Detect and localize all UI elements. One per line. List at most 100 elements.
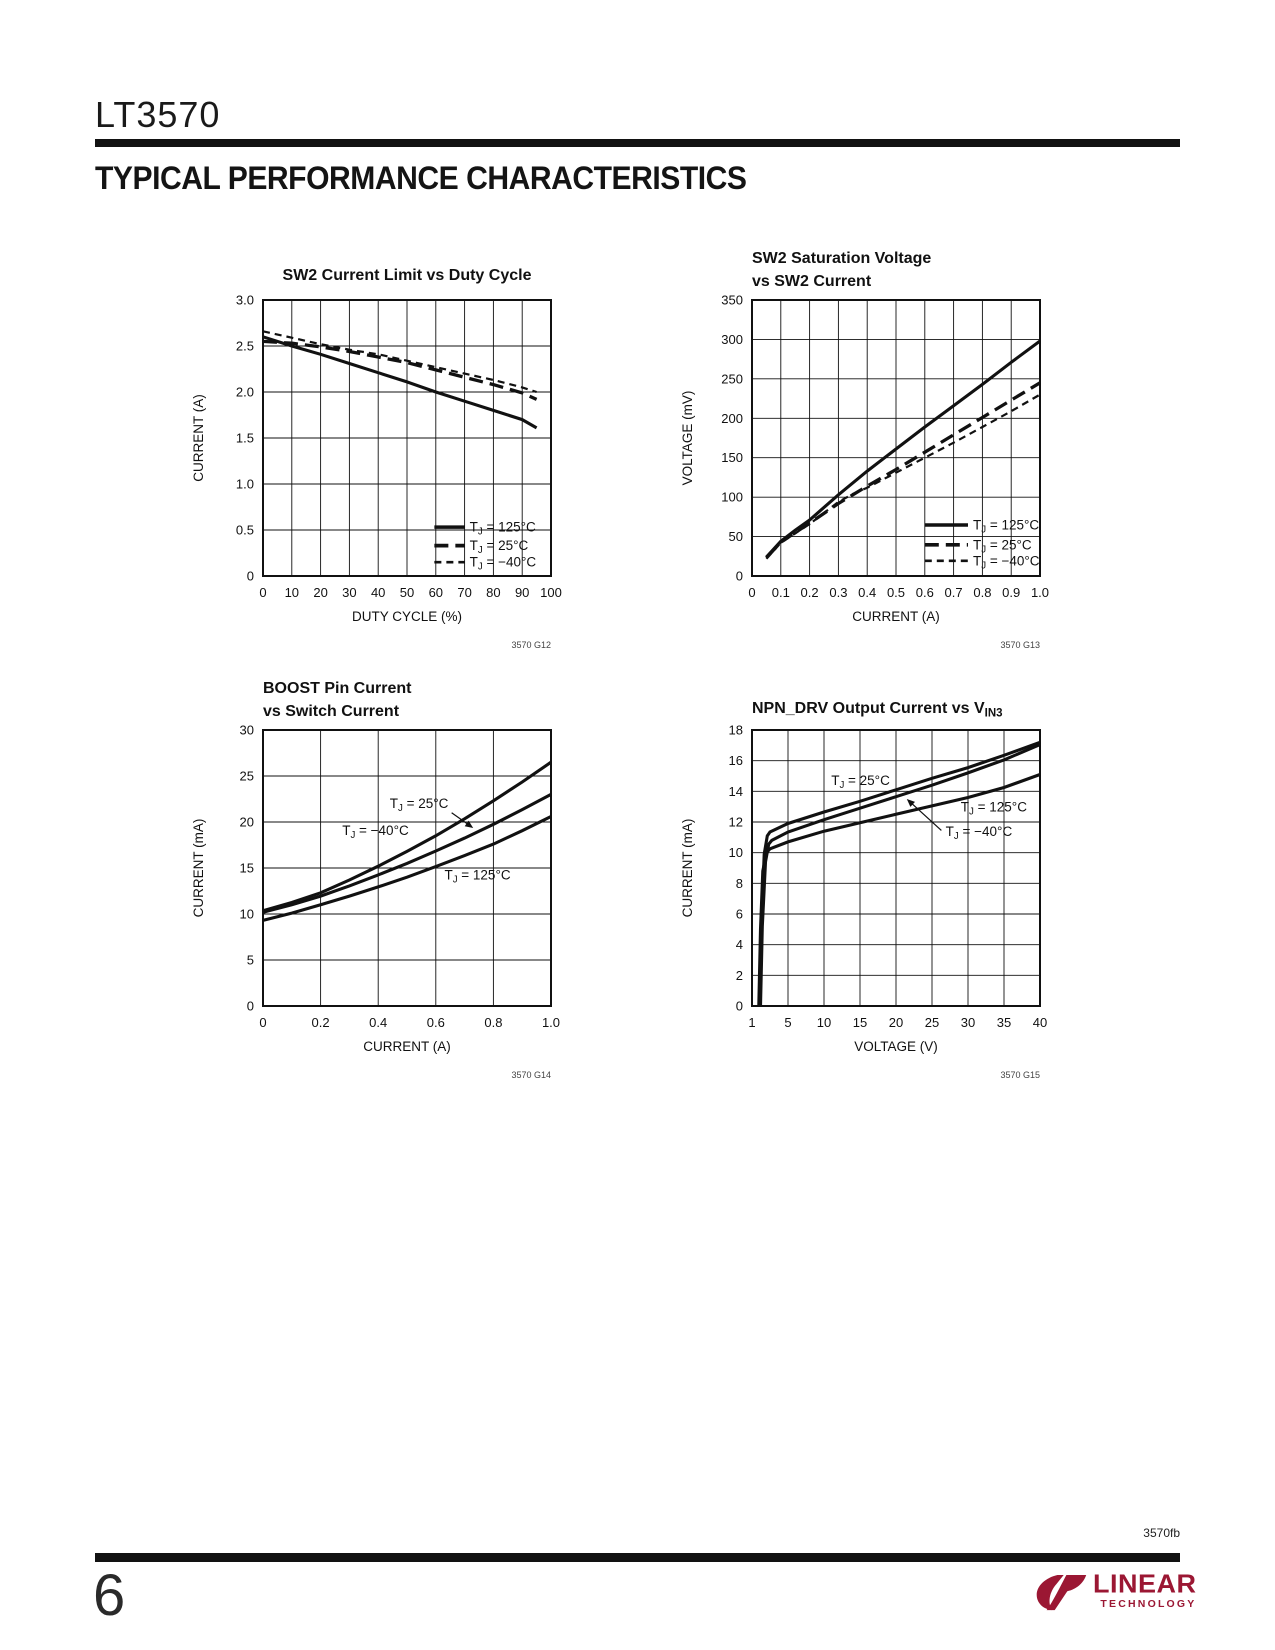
chart-sw2-current-limit-vs-duty-cycle: 0 10 20 30 40 50 60 70 80 90 100 0 0.5 1.0 1.5 2.0 2.5 3.…	[183, 238, 578, 668]
svg-text:10: 10	[817, 1015, 831, 1030]
series-line	[262, 760, 552, 913]
gridlines	[752, 730, 1040, 1006]
svg-text:0.6: 0.6	[916, 585, 934, 600]
svg-text:16: 16	[729, 753, 743, 768]
section-title: TYPICAL PERFORMANCE CHARACTERISTICS	[95, 160, 747, 196]
arrowhead	[464, 820, 474, 828]
svg-text:TJ = 25°C: TJ = 25°C	[390, 796, 449, 814]
annotation: TJ = −40°C	[906, 799, 1013, 842]
series-line	[765, 381, 1041, 560]
series-line	[758, 743, 1041, 1007]
header-rule	[95, 139, 1180, 147]
svg-text:10: 10	[285, 585, 299, 600]
lt-logo-icon	[1036, 1575, 1087, 1611]
svg-text:TJ = −40°C: TJ = −40°C	[342, 823, 409, 841]
chart-canvas: 0 10 20 30 40 50 60 70 80 90 100 0 0.5 1.0 1.5 2.0 2.5 3.…	[191, 267, 562, 650]
svg-text:0.4: 0.4	[858, 585, 876, 600]
svg-text:15: 15	[853, 1015, 867, 1030]
svg-text:2.0: 2.0	[236, 385, 254, 400]
series-line	[262, 335, 538, 430]
gridlines	[263, 730, 551, 1006]
series-lines	[262, 760, 552, 922]
axis-labels: VOLTAGE (V) CURRENT (mA)	[680, 819, 938, 1054]
page-number: 6	[93, 1563, 126, 1628]
plot-border	[262, 729, 552, 1007]
svg-text:SW2 Saturation Voltage: SW2 Saturation Voltage	[752, 250, 931, 267]
series-line	[765, 339, 1041, 559]
logo-text: LINEAR TECHNOLOGY	[1093, 1569, 1197, 1610]
svg-text:NPN_DRV Output Current vs VIN3: NPN_DRV Output Current vs VIN3	[752, 700, 1003, 720]
svg-text:CURRENT (A): CURRENT (A)	[852, 609, 940, 624]
chart-canvas: 0 0.1 0.2 0.3 0.4 0.5 0.6 0.7 0.8 0.9 1.0 0 50 100 150…	[680, 250, 1049, 650]
svg-text:300: 300	[721, 332, 743, 347]
graph-code: 3570 G12	[511, 640, 551, 650]
svg-text:150: 150	[721, 450, 743, 465]
svg-text:70: 70	[457, 585, 471, 600]
annotation: TJ = 125°C	[961, 799, 1027, 817]
svg-text:0.2: 0.2	[801, 585, 819, 600]
svg-text:0.4: 0.4	[369, 1015, 387, 1030]
svg-text:0.6: 0.6	[427, 1015, 445, 1030]
annotation: TJ = 25°C	[831, 773, 890, 791]
plot-border	[751, 299, 1041, 577]
chart-npn-drv-output-current-vs-vin3: 1 5 10 15 20 25 30 35 40 0 2 4 6 8 10 12 14 16 18 VOLTAGE (…	[672, 668, 1067, 1098]
svg-text:2.5: 2.5	[236, 339, 254, 354]
chart-title: SW2 Current Limit vs Duty Cycle	[283, 267, 532, 284]
series-line	[262, 339, 538, 401]
graph-code: 3570 G13	[1000, 640, 1040, 650]
chart-boost-pin-current-vs-switch-current: 0 0.2 0.4 0.6 0.8 1.0 0 5 10 15 20 25 30 CURRENT (A) C…	[183, 668, 578, 1098]
gridlines	[263, 300, 551, 576]
svg-text:18: 18	[729, 723, 743, 738]
svg-text:TJ = −40°C: TJ = −40°C	[470, 555, 537, 573]
svg-text:CURRENT (A): CURRENT (A)	[363, 1039, 451, 1054]
tick-labels: 0 10 20 30 40 50 60 70 80 90 100 0 0.5 1.0 1.5 2.0 2.5 3.…	[236, 293, 562, 601]
svg-text:0.8: 0.8	[484, 1015, 502, 1030]
svg-text:10: 10	[240, 907, 254, 922]
svg-text:0.5: 0.5	[887, 585, 905, 600]
svg-text:0: 0	[247, 999, 254, 1014]
svg-text:VOLTAGE (V): VOLTAGE (V)	[854, 1039, 938, 1054]
svg-text:TJ = 125°C: TJ = 125°C	[470, 520, 536, 538]
svg-text:TJ = 125°C: TJ = 125°C	[961, 799, 1027, 817]
svg-text:30: 30	[342, 585, 356, 600]
svg-text:5: 5	[247, 953, 254, 968]
svg-text:50: 50	[400, 585, 414, 600]
plot-border	[751, 729, 1041, 1007]
logo-brand-sub: TECHNOLOGY	[1100, 1597, 1197, 1610]
svg-text:1.5: 1.5	[236, 431, 254, 446]
svg-text:TJ = 125°C: TJ = 125°C	[444, 868, 510, 886]
plot-border	[262, 299, 552, 577]
svg-text:20: 20	[313, 585, 327, 600]
svg-text:TJ = 25°C: TJ = 25°C	[470, 538, 529, 556]
arrowhead	[906, 799, 915, 807]
svg-text:0.3: 0.3	[829, 585, 847, 600]
axis-labels: CURRENT (A) CURRENT (mA)	[191, 819, 451, 1054]
svg-text:TJ = 125°C: TJ = 125°C	[973, 517, 1039, 535]
chart-title: NPN_DRV Output Current vs VIN3	[752, 700, 1003, 720]
logo-brand: LINEAR	[1093, 1569, 1197, 1599]
svg-text:1: 1	[748, 1015, 755, 1030]
svg-text:250: 250	[721, 371, 743, 386]
svg-text:100: 100	[721, 490, 743, 505]
svg-text:50: 50	[729, 529, 743, 544]
svg-text:DUTY CYCLE (%): DUTY CYCLE (%)	[352, 609, 462, 624]
svg-text:80: 80	[486, 585, 500, 600]
series-lines	[757, 740, 1041, 1007]
part-number: LT3570	[95, 94, 221, 135]
svg-text:8: 8	[736, 876, 743, 891]
svg-text:TJ = −40°C: TJ = −40°C	[946, 824, 1013, 842]
svg-text:90: 90	[515, 585, 529, 600]
axis-labels: CURRENT (A) VOLTAGE (mV)	[680, 391, 940, 624]
series-line	[758, 740, 1041, 1007]
series-line	[262, 815, 552, 922]
svg-text:1.0: 1.0	[542, 1015, 560, 1030]
tick-labels: 0 0.1 0.2 0.3 0.4 0.5 0.6 0.7 0.8 0.9 1.0 0 50 100 150…	[721, 293, 1049, 601]
svg-text:CURRENT (mA): CURRENT (mA)	[191, 819, 206, 918]
svg-text:0.8: 0.8	[973, 585, 991, 600]
svg-text:CURRENT (mA): CURRENT (mA)	[680, 819, 695, 918]
footer-rule	[95, 1553, 1180, 1562]
svg-text:0.2: 0.2	[312, 1015, 330, 1030]
